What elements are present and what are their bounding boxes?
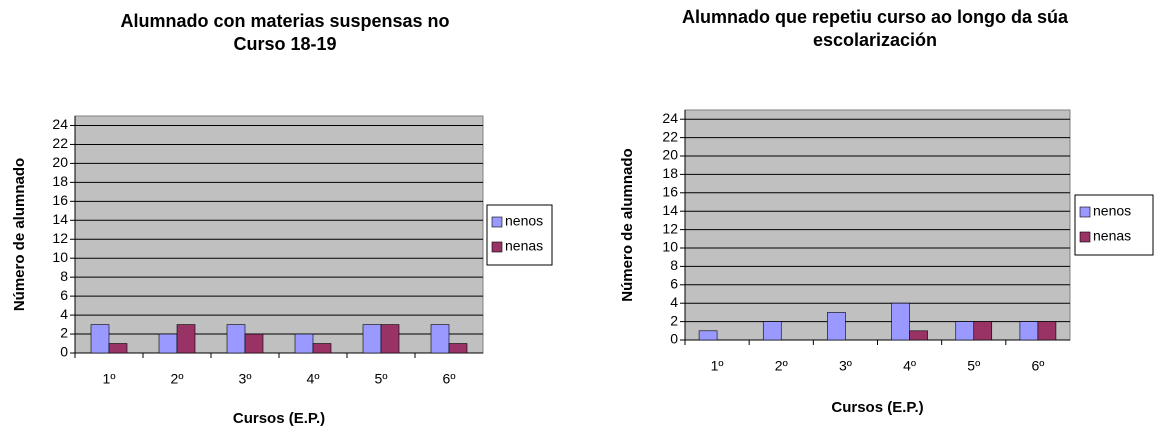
y-tick-label: 6 (60, 287, 68, 303)
y-tick-label: 2 (60, 325, 68, 341)
bar (158, 333, 178, 354)
y-tick-label: 14 (662, 202, 678, 218)
y-tick-label: 18 (52, 173, 68, 189)
x-tick-label: 3º (839, 358, 852, 374)
bar (891, 302, 910, 341)
y-tick-label: 10 (52, 249, 68, 265)
y-tick-label: 4 (60, 306, 68, 322)
x-tick-label: 3º (239, 371, 252, 387)
y-tick-label: 20 (662, 147, 678, 163)
y-tick-label: 12 (662, 220, 678, 236)
legend-label: nenas (505, 238, 543, 254)
bar (827, 312, 846, 341)
bar (312, 343, 332, 354)
plot-area (74, 115, 484, 354)
x-tick-label: 6º (1031, 358, 1044, 374)
y-tick-label: 12 (52, 230, 68, 246)
chart-title: Alumnado con materias suspensas no Curso… (120, 11, 450, 54)
bar (362, 324, 382, 354)
x-tick-label: 1º (711, 358, 724, 374)
legend-swatch (1079, 206, 1091, 218)
y-tick-label: 0 (670, 331, 678, 347)
x-tick-label: 5º (967, 358, 980, 374)
y-tick-label: 24 (52, 116, 68, 132)
bar (955, 321, 975, 341)
y-axis-label: Número de alumnado (619, 148, 636, 301)
bar (226, 324, 246, 354)
y-tick-label: 20 (52, 154, 68, 170)
bar (762, 321, 782, 341)
bar (430, 324, 450, 354)
y-tick-label: 4 (670, 294, 678, 310)
chart-title: Alumnado que repetiu curso ao longo da s… (681, 7, 1069, 50)
bar (1037, 321, 1057, 341)
legend-swatch (491, 241, 503, 253)
y-axis-label: Número de alumnado (11, 158, 28, 311)
x-axis-label: Cursos (E.P.) (831, 399, 923, 416)
y-tick-label: 10 (662, 239, 678, 255)
bar (380, 324, 400, 354)
x-tick-label: 5º (375, 371, 388, 387)
y-tick-label: 0 (60, 344, 68, 360)
x-tick-label: 4º (903, 358, 916, 374)
y-tick-label: 16 (662, 184, 678, 200)
bar (244, 333, 264, 354)
bar (973, 321, 993, 341)
x-tick-label: 2º (775, 358, 788, 374)
bar (90, 324, 110, 354)
y-tick-label: 16 (52, 192, 68, 208)
legend-label: nenas (1093, 228, 1131, 244)
x-axis-label: Cursos (E.P.) (233, 410, 325, 427)
legend-swatch (491, 216, 503, 228)
y-tick-label: 6 (670, 276, 678, 292)
y-tick-label: 14 (52, 211, 68, 227)
y-tick-label: 22 (52, 135, 68, 151)
x-tick-label: 6º (443, 371, 456, 387)
plot-area (684, 109, 1071, 341)
y-tick-label: 8 (670, 257, 678, 273)
legend-label: nenos (505, 213, 543, 229)
x-tick-label: 2º (171, 371, 184, 387)
bar (294, 333, 314, 354)
legend-swatch (1079, 231, 1091, 243)
y-tick-label: 2 (670, 312, 678, 328)
bar (176, 324, 196, 354)
y-tick-label: 8 (60, 268, 68, 284)
y-tick-label: 24 (662, 110, 678, 126)
bar (1019, 321, 1039, 341)
x-tick-label: 1º (103, 371, 116, 387)
x-tick-label: 4º (307, 371, 320, 387)
bar (448, 343, 468, 354)
legend-box (486, 204, 553, 266)
legend-label: nenos (1093, 203, 1131, 219)
y-tick-label: 22 (662, 128, 678, 144)
bar (909, 330, 928, 341)
y-tick-label: 18 (662, 165, 678, 181)
legend-box (1074, 194, 1154, 256)
bar (698, 330, 718, 341)
bar (108, 343, 128, 354)
